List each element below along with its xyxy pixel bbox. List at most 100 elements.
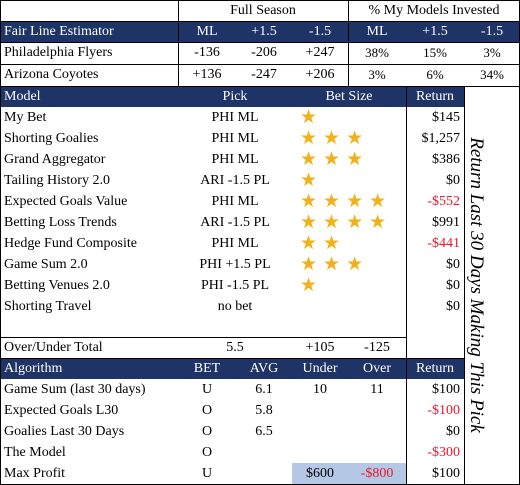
model-name: Tailing History 2.0: [4, 172, 110, 188]
algorithm-name: Goalies Last 30 Days: [4, 423, 125, 439]
model-header: Model: [0, 86, 178, 107]
model-row: Expected Goals Value PHI ML ★ ★ ★ ★ -$552: [0, 191, 520, 212]
algorithm-header: Algorithm: [0, 358, 178, 379]
star-icon: ★: [300, 275, 318, 296]
fair-line-header-row: Fair Line Estimator ML +1.5 -1.5 ML +1.5…: [0, 21, 520, 42]
model-row: Betting Loss Trends ARI -1.5 PL ★ ★ ★ ★ $991: [0, 212, 520, 233]
algorithm-row: The Model O -$300: [0, 442, 520, 463]
model-header-row: Model Pick Bet Size Return: [0, 86, 520, 107]
algorithm-under: [292, 421, 348, 442]
star-icon: ★: [346, 149, 364, 170]
star-icon: ★: [300, 107, 318, 128]
model-pick: PHI ML: [211, 151, 259, 167]
algorithm-bet: U: [201, 465, 213, 481]
divider: [0, 21, 520, 22]
line-value: +136: [192, 67, 222, 82]
algo-return-header: Return: [406, 358, 464, 379]
algorithm-avg: [236, 442, 292, 463]
model-row: My Bet PHI ML ★ $145: [0, 107, 520, 128]
star-icon: ★: [300, 170, 318, 191]
team-name: Philadelphia Flyers: [4, 45, 113, 60]
model-name: Betting Loss Trends: [4, 214, 117, 230]
algorithm-return: $100: [432, 381, 460, 397]
line-value: -247: [251, 67, 277, 82]
algorithm-row: Expected Goals L30 O 5.8 -$100: [0, 400, 520, 421]
star-icon: ★: [323, 149, 341, 170]
bet-size-stars: ★ ★ ★ ★: [292, 191, 406, 212]
model-pick: PHI ML: [211, 130, 259, 146]
model-pick: PHI ML: [211, 193, 259, 209]
star-icon: ★: [300, 212, 318, 233]
line-value: -206: [251, 45, 277, 60]
algorithm-return: $100: [432, 465, 460, 481]
algorithm-name: Max Profit: [4, 465, 66, 481]
team-name: Arizona Coyotes: [4, 67, 99, 82]
border-top: [0, 0, 520, 1]
algorithm-under: $600: [292, 463, 348, 484]
model-return: $145: [432, 109, 460, 125]
algorithm-under: 10: [313, 381, 327, 397]
algorithm-avg: 6.5: [255, 423, 273, 439]
bet-size-stars: ★ ★: [292, 233, 406, 254]
over-under-label: Over/Under Total: [4, 339, 103, 355]
col-ml-2: ML: [366, 23, 388, 39]
algorithm-row: Max Profit U $600 -$800 $100: [0, 463, 520, 484]
bet-size-stars: ★: [292, 107, 406, 128]
model-name: My Bet: [4, 109, 47, 125]
algorithm-name: The Model: [4, 444, 66, 460]
pct-invested-header: % My Models Invested: [368, 2, 500, 18]
model-return: -$552: [427, 193, 460, 209]
border-left: [0, 0, 1, 485]
divider: [348, 0, 349, 86]
model-return: $991: [432, 214, 460, 230]
algorithm-bet: O: [201, 402, 213, 418]
model-name: Shorting Goalies: [4, 130, 99, 146]
bet-size-stars: ★ ★ ★ ★: [292, 212, 406, 233]
algorithm-bet: O: [201, 423, 213, 439]
col-minus15-1: -1.5: [308, 23, 332, 39]
model-pick: PHI -1.5 PL: [200, 277, 270, 293]
bet-size-stars: ★ ★ ★: [292, 149, 406, 170]
pct-value: 34%: [480, 67, 504, 82]
model-return: -$441: [427, 235, 460, 251]
algorithm-avg: [236, 463, 292, 484]
pick-header: Pick: [178, 86, 292, 107]
divider: [178, 0, 179, 86]
star-icon: ★: [323, 128, 341, 149]
star-icon: ★: [300, 149, 318, 170]
team-row: Arizona Coyotes +136 -247 +206 3% 6% 34%: [0, 64, 520, 86]
star-icon: ★: [369, 212, 387, 233]
pct-value: 38%: [365, 45, 389, 60]
star-icon: ★: [300, 254, 318, 275]
model-name: Game Sum 2.0: [4, 256, 88, 272]
algorithm-name: Expected Goals L30: [4, 402, 119, 418]
model-return: $0: [446, 298, 460, 314]
model-pick: PHI ML: [211, 109, 259, 125]
avg-header: AVG: [236, 358, 292, 379]
bet-size-stars: ★: [292, 275, 406, 296]
star-icon: ★: [323, 191, 341, 212]
pct-value: 6%: [426, 67, 444, 82]
algorithm-name: Game Sum (last 30 days): [4, 381, 146, 397]
side-label: Return Last 30 Days Making This Pick: [432, 90, 520, 485]
star-icon: ★: [323, 254, 341, 275]
over-line: +105: [305, 339, 335, 355]
divider: [0, 358, 464, 359]
model-name: Expected Goals Value: [4, 193, 128, 209]
bet-size-header: Bet Size: [292, 86, 406, 107]
star-icon: ★: [369, 191, 387, 212]
team-row: Philadelphia Flyers -136 -206 +247 38% 1…: [0, 42, 520, 64]
algorithm-row: Game Sum (last 30 days) U 6.1 10 11 $100: [0, 379, 520, 400]
model-name: Grand Aggregator: [4, 151, 106, 167]
star-icon: ★: [346, 212, 364, 233]
model-pick: ARI -1.5 PL: [200, 214, 270, 230]
algorithm-under: [292, 400, 348, 421]
divider: [0, 86, 520, 87]
star-icon: ★: [346, 254, 364, 275]
pct-value: 3%: [368, 67, 386, 82]
algorithm-return: $0: [446, 423, 460, 439]
divider: [406, 86, 407, 337]
model-pick: PHI ML: [211, 235, 259, 251]
line-value: -136: [194, 45, 220, 60]
algorithm-over: 11: [370, 381, 384, 397]
